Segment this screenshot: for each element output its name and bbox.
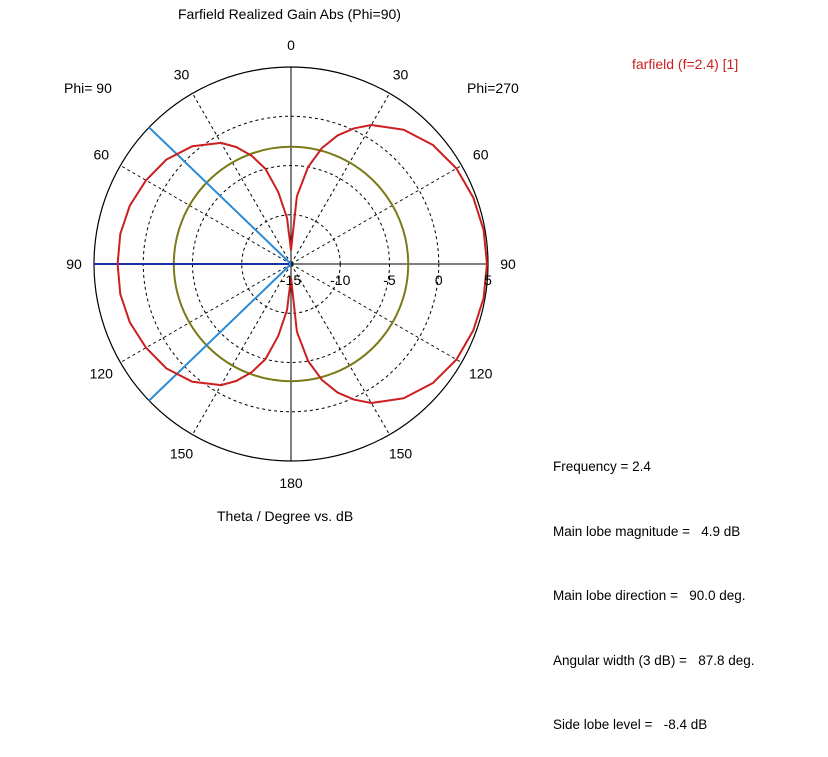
radial-tick-label: -15 [281,272,301,288]
grid-spoke [120,263,292,363]
angle-tick-label: 30 [393,66,409,82]
left-half-label: Phi= 90 [64,80,112,96]
tick-labels: 0 30 60 90 120 150 180 150 120 90 60 30 -15 -10 -5 0 5 [66,37,516,491]
angle-tick-label: 120 [90,366,114,382]
radial-tick-label: 0 [435,272,443,288]
grid-spoke [192,93,292,265]
angle-tick-label: 90 [500,256,516,272]
direction-line [148,126,292,265]
angle-tick-label: 120 [469,366,493,382]
radial-tick-label: 5 [484,272,492,288]
angle-tick-label: 60 [473,147,489,163]
polar-plot: 0 30 60 90 120 150 180 150 120 90 60 30 -15 -10 -5 0 5 [66,37,516,491]
info-angular-width: Angular width (3 dB) = 87.8 deg. [553,652,755,668]
grid-spoke [192,263,292,435]
grid-spoke [290,93,390,265]
grid-spoke [290,263,462,363]
reference-lines [94,126,410,402]
angle-tick-label: 180 [279,475,303,491]
radial-tick-label: -5 [383,272,396,288]
angle-tick-label: 0 [287,37,295,53]
angle-tick-label: 60 [94,147,110,163]
radial-tick-label: -10 [330,272,350,288]
info-main-lobe-magnitude: Main lobe magnitude = 4.9 dB [553,523,741,539]
x-axis-label: Theta / Degree vs. dB [217,508,354,524]
right-half-label: Phi=270 [467,80,519,96]
info-side-lobe-level: Side lobe level = -8.4 dB [553,717,708,732]
grid-spoke [290,165,462,265]
grid-spoke [290,263,390,435]
legend-entry: farfield (f=2.4) [1] [632,56,739,72]
direction-line [148,263,292,402]
series-line [116,124,488,404]
info-main-lobe-direction: Main lobe direction = 90.0 deg. [553,588,746,603]
chart-title: Farfield Realized Gain Abs (Phi=90) [178,6,401,22]
info-frequency: Frequency = 2.4 [553,459,651,474]
info-panel: Frequency = 2.4 Main lobe magnitude = 4.… [553,413,755,757]
angle-tick-label: 150 [170,446,194,462]
angle-tick-label: 150 [389,446,413,462]
grid-spoke [120,165,292,265]
series-layer [116,124,488,404]
angle-tick-label: 90 [66,256,82,272]
angle-tick-label: 30 [174,66,190,82]
